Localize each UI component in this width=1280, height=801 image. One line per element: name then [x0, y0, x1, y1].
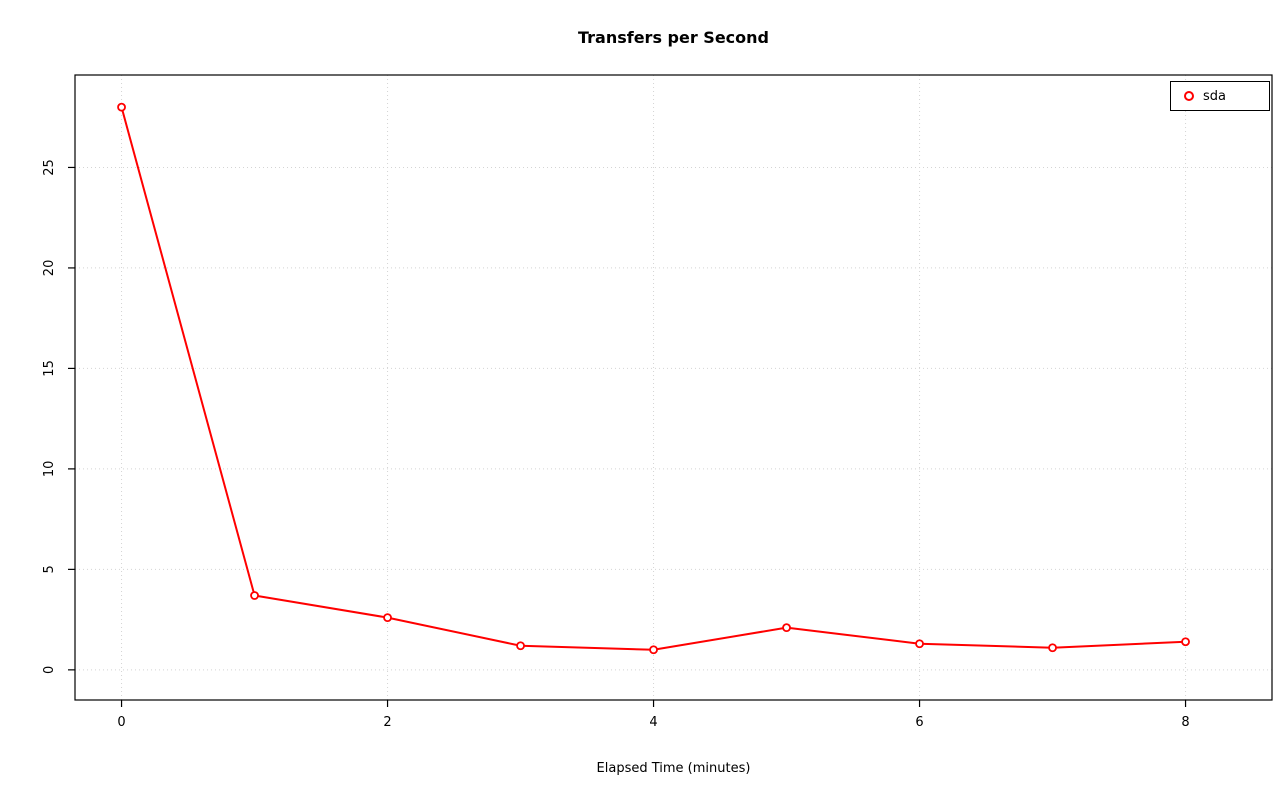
data-point	[1048, 643, 1057, 653]
x-tick-label: 0	[117, 715, 125, 730]
x-tick-label: 8	[1181, 715, 1189, 730]
data-point	[516, 641, 525, 651]
y-tick-label: 15	[42, 360, 57, 377]
y-tick-label: 5	[42, 565, 57, 573]
data-point	[117, 102, 126, 112]
y-tick-label: 0	[42, 666, 57, 674]
legend-marker-icon	[1184, 91, 1194, 101]
data-point	[649, 645, 658, 655]
legend-series-label: sda	[1203, 88, 1226, 104]
y-tick-label: 25	[42, 159, 57, 176]
data-point	[782, 623, 791, 633]
series-line	[120, 106, 1187, 651]
x-tick-label: 2	[383, 715, 391, 730]
plot-border	[74, 74, 1273, 701]
x-tick-label: 6	[915, 715, 923, 730]
legend: sda	[1170, 81, 1270, 111]
data-point	[250, 591, 259, 600]
y-tick-label: 10	[42, 461, 57, 478]
data-point	[1181, 637, 1190, 647]
x-axis-label: Elapsed Time (minutes)	[596, 761, 751, 776]
data-point	[915, 639, 924, 649]
chart-title: Transfers per Second	[577, 28, 769, 47]
x-tick-label: 4	[649, 715, 657, 730]
data-point	[383, 613, 392, 623]
y-tick-label: 20	[42, 260, 57, 277]
